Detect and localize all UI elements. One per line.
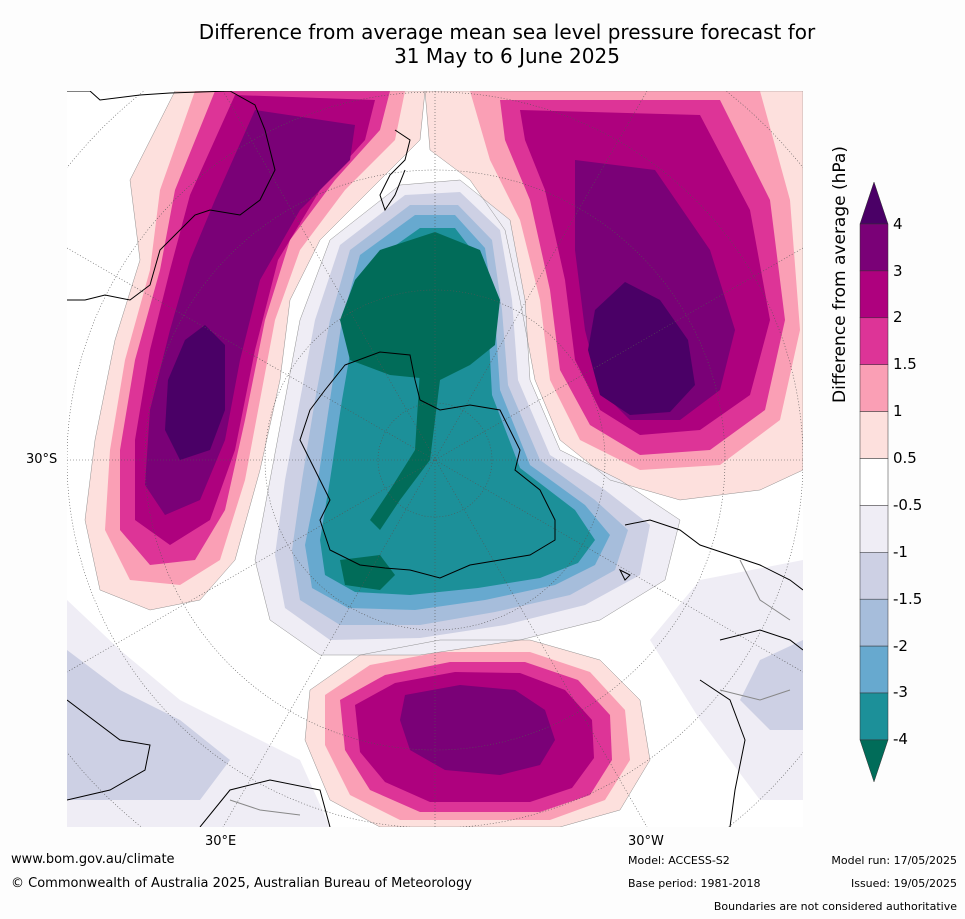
footer-model: Model: ACCESS-S2 <box>628 854 730 867</box>
colorbar-extend-bottom <box>859 739 889 783</box>
footer-copyright: © Commonwealth of Australia 2025, Austra… <box>11 876 472 891</box>
title-line-1: Difference from average mean sea level p… <box>198 20 816 44</box>
colorbar-swatch-3-to-4 <box>859 223 889 272</box>
colorbar-tick-neg-0-5: -0.5 <box>893 496 923 514</box>
lon-label-30e: 30°E <box>205 834 237 849</box>
colorbar <box>859 181 889 783</box>
australia-high-anomaly <box>85 91 425 610</box>
colorbar-swatch-neg-1-to-neg-0-5 <box>859 505 889 553</box>
colorbar-tick-neg-1-5: -1.5 <box>893 590 923 608</box>
contour-lines <box>84 91 803 827</box>
negative-background-regions <box>67 560 803 827</box>
map-panel <box>67 91 803 827</box>
colorbar-swatch-neg-4-to-neg-3 <box>859 692 889 741</box>
graticule <box>67 91 803 827</box>
colorbar-swatch-neutral <box>859 458 889 506</box>
colorbar-tick-neg-1: -1 <box>893 543 908 561</box>
lat-label-30s: 30°S <box>26 452 58 467</box>
coastlines <box>67 91 803 827</box>
footer-url: www.bom.gov.au/climate <box>11 852 175 867</box>
colorbar-swatch-0-5-to-1 <box>859 411 889 459</box>
colorbar-swatch-neg-2-to-neg-1-5 <box>859 598 889 647</box>
footer-model-run: Model run: 17/05/2025 <box>831 854 957 867</box>
colorbar-tick-neg-2: -2 <box>893 637 908 655</box>
borders <box>229 559 791 816</box>
colorbar-swatch-1-5-to-2 <box>859 317 889 365</box>
colorbar-tick-4: 4 <box>893 215 903 233</box>
chart-title: Difference from average mean sea level p… <box>0 20 965 68</box>
colorbar-axis-label: Difference from average (hPa) <box>830 146 850 403</box>
colorbar-tick-neg-3: -3 <box>893 683 908 701</box>
colorbar-tick-neg-4: -4 <box>893 730 908 748</box>
footer-disclaimer: Boundaries are not considered authoritat… <box>713 900 957 913</box>
colorbar-tick-1-5: 1.5 <box>893 355 917 373</box>
colorbar-swatch-neg-1-5-to-neg-1 <box>859 552 889 600</box>
title-line-2: 31 May to 6 June 2025 <box>394 44 620 68</box>
colorbar-tick-2: 2 <box>893 308 903 326</box>
colorbar-tick-0-5: 0.5 <box>893 449 917 467</box>
colorbar-swatch-neg-3-to-neg-2 <box>859 645 889 694</box>
antarctic-low-anomaly <box>255 180 680 655</box>
colorbar-swatch-2-to-3 <box>859 270 889 319</box>
colorbar-extend-top <box>859 181 889 225</box>
lon-label-30w: 30°W <box>628 834 664 849</box>
colorbar-tick-3: 3 <box>893 262 903 280</box>
south-pacific-high-anomaly <box>425 91 803 500</box>
south-atlantic-high-anomaly <box>305 640 650 827</box>
footer-issued: Issued: 19/05/2025 <box>850 877 957 890</box>
footer-base-period: Base period: 1981-2018 <box>628 877 761 890</box>
colorbar-tick-1: 1 <box>893 402 903 420</box>
colorbar-swatch-1-to-1-5 <box>859 364 889 412</box>
